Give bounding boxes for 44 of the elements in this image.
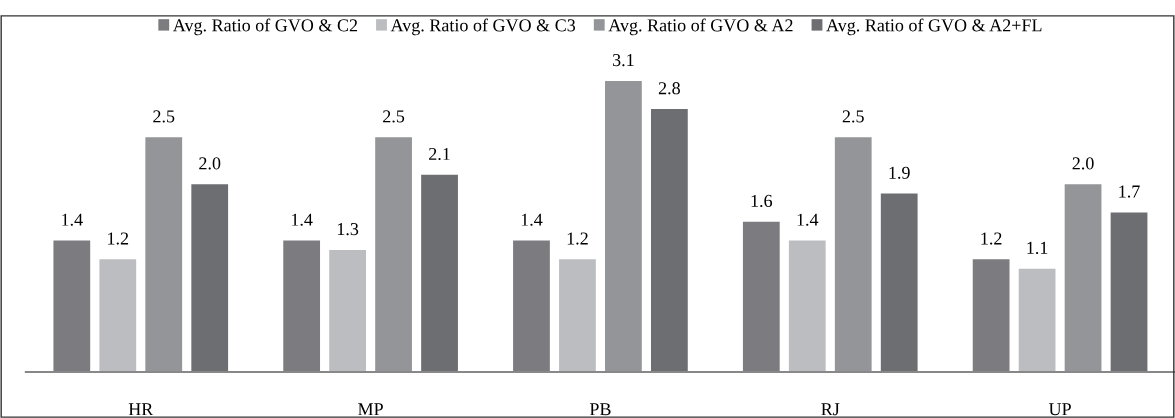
data-label: 2.1 [429,147,450,161]
x-tick-label: RJ [821,403,840,416]
data-label: 1.2 [108,232,129,245]
bar [1110,212,1148,373]
legend-label: Avg. Ratio of GVO & C2 [172,18,358,36]
legend-label: Avg. Ratio of GVO & A2+FL [826,18,1042,36]
bar [1064,184,1102,373]
x-tick-label: UP [1048,403,1071,416]
legend-label: Avg. Ratio of GVO & A2 [608,18,793,36]
data-label: 1.1 [1027,241,1048,255]
bar [605,80,642,373]
data-label: 1.9 [889,166,910,179]
legend-label: Avg. Ratio of GVO & C3 [390,18,576,36]
bar [880,193,918,373]
bar [421,174,458,373]
data-label: 1.6 [751,194,773,208]
data-label: 1.4 [521,213,543,226]
data-label: 1.4 [797,213,819,226]
data-label: 1.2 [567,232,588,245]
bar [834,137,872,373]
bar [99,259,137,373]
x-tick-label: HR [128,403,154,416]
data-label: 1.4 [291,213,313,226]
x-tick-label: MP [358,403,383,416]
data-label: 3.1 [612,54,634,67]
data-label: 1.4 [62,213,83,226]
x-tick-label: PB [589,403,611,416]
bar [650,109,688,373]
data-label: 2.0 [199,157,221,170]
bar [788,240,826,373]
bar [559,259,596,373]
bar [375,137,412,373]
data-label: 2.5 [383,110,405,123]
bar [329,249,366,373]
data-label: 2.8 [658,82,680,95]
data-label: 2.0 [1072,157,1094,170]
bar [191,184,229,373]
bar [1018,268,1056,373]
data-label: 1.3 [337,223,359,236]
data-label: 2.5 [842,110,864,123]
data-label: 1.2 [981,232,1002,245]
data-label: 1.7 [1119,185,1140,198]
data-label: 2.5 [153,110,175,123]
bar [145,137,183,373]
